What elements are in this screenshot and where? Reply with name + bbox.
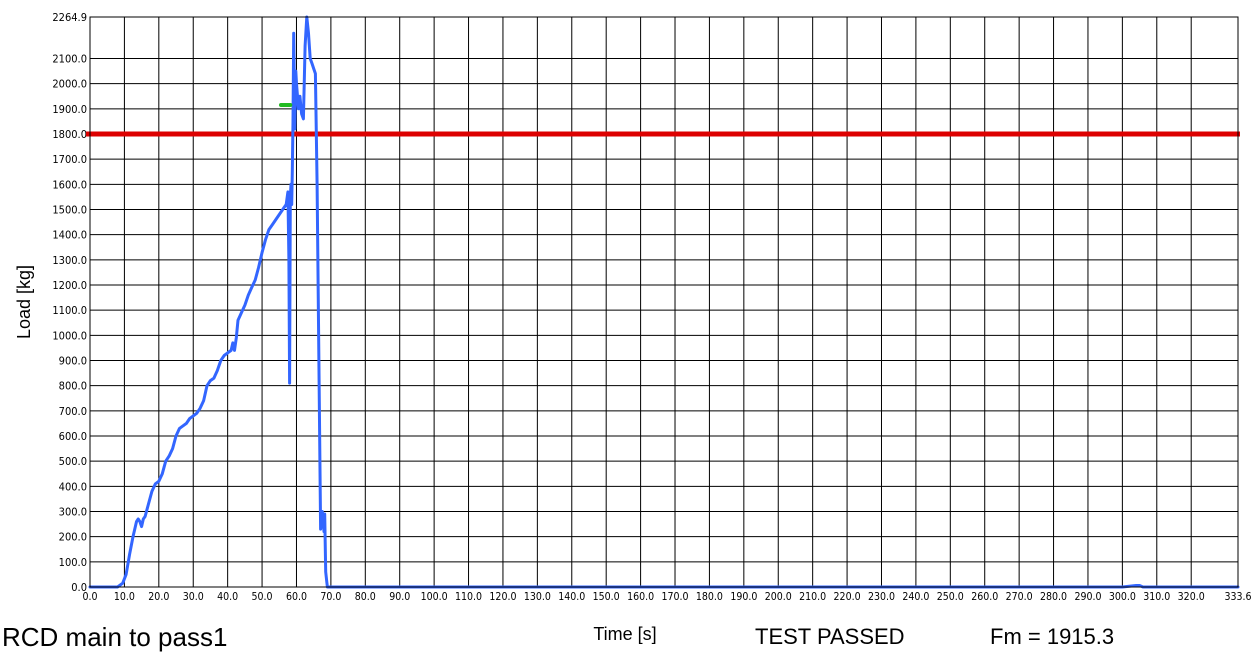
x-tick-label: 60.0 xyxy=(286,591,307,603)
x-tick-label: 80.0 xyxy=(355,591,376,603)
x-tick-label: 310.0 xyxy=(1143,591,1170,603)
x-tick-label: 170.0 xyxy=(661,591,688,603)
y-tick-label: 1300.0 xyxy=(52,254,87,267)
x-tick-label: 20.0 xyxy=(148,591,169,603)
y-tick-label: 2000.0 xyxy=(52,78,87,91)
x-tick-label: 10.0 xyxy=(114,591,135,603)
x-tick-label: 110.0 xyxy=(455,591,482,603)
x-tick-label: 290.0 xyxy=(1074,591,1101,603)
x-tick-label: 260.0 xyxy=(971,591,998,603)
x-tick-label: 240.0 xyxy=(902,591,929,603)
y-tick-label: 1100.0 xyxy=(52,304,87,317)
x-tick-label: 250.0 xyxy=(937,591,964,603)
x-tick-label: 50.0 xyxy=(252,591,273,603)
x-tick-label: 150.0 xyxy=(593,591,620,603)
x-tick-label: 190.0 xyxy=(730,591,757,603)
x-axis-label: Time [s] xyxy=(593,624,656,644)
y-tick-label: 100.0 xyxy=(59,556,87,569)
x-tick-label: 0.0 xyxy=(82,591,97,603)
y-tick-label: 1800.0 xyxy=(52,128,87,141)
x-tick-label: 333.6 xyxy=(1224,591,1251,603)
y-tick-label: 900.0 xyxy=(59,354,87,367)
x-tick-label: 40.0 xyxy=(217,591,238,603)
y-tick-label: 1200.0 xyxy=(52,279,87,292)
y-tick-label: 1600.0 xyxy=(52,178,87,191)
x-tick-label: 130.0 xyxy=(524,591,551,603)
x-tick-label: 210.0 xyxy=(799,591,826,603)
x-axis-ticks: 0.0 10.0 20.0 30.0 40.0 50.0 60.0 70.0 80.0 90.0 1… xyxy=(82,591,1251,603)
x-tick-label: 230.0 xyxy=(868,591,895,603)
test-status: TEST PASSED xyxy=(755,624,905,650)
y-axis-label: Load [kg] xyxy=(14,265,34,339)
y-tick-label: 500.0 xyxy=(59,455,87,468)
y-tick-label: 700.0 xyxy=(59,405,87,418)
y-tick-label: 1000.0 xyxy=(52,329,87,342)
y-tick-label: 800.0 xyxy=(59,380,87,393)
x-tick-label: 30.0 xyxy=(183,591,204,603)
y-tick-label: 1400.0 xyxy=(52,229,87,242)
x-tick-label: 140.0 xyxy=(558,591,585,603)
x-tick-label: 320.0 xyxy=(1178,591,1205,603)
y-tick-label: 200.0 xyxy=(59,531,87,544)
y-tick-label: 600.0 xyxy=(59,430,87,443)
y-tick-label: 2100.0 xyxy=(52,52,87,65)
x-tick-label: 200.0 xyxy=(765,591,792,603)
test-title: RCD main to pass1 xyxy=(2,622,227,653)
y-tick-label: 1900.0 xyxy=(52,103,87,116)
y-tick-label: 2264.9 xyxy=(52,11,87,24)
x-tick-label: 160.0 xyxy=(627,591,654,603)
x-tick-label: 90.0 xyxy=(389,591,410,603)
y-tick-label: 400.0 xyxy=(59,480,87,493)
x-tick-label: 120.0 xyxy=(489,591,516,603)
fm-value: Fm = 1915.3 xyxy=(990,624,1114,650)
x-tick-label: 280.0 xyxy=(1040,591,1067,603)
y-tick-label: 1500.0 xyxy=(52,203,87,216)
x-tick-label: 180.0 xyxy=(696,591,723,603)
x-tick-label: 100.0 xyxy=(421,591,448,603)
y-tick-label: 300.0 xyxy=(59,506,87,519)
x-tick-label: 70.0 xyxy=(320,591,341,603)
x-tick-label: 220.0 xyxy=(834,591,861,603)
x-tick-label: 270.0 xyxy=(1006,591,1033,603)
y-tick-label: 1700.0 xyxy=(52,153,87,166)
y-axis-ticks: 0.0100.0200.0300.0400.0500.0600.0700.080… xyxy=(52,11,87,594)
x-tick-label: 300.0 xyxy=(1109,591,1136,603)
